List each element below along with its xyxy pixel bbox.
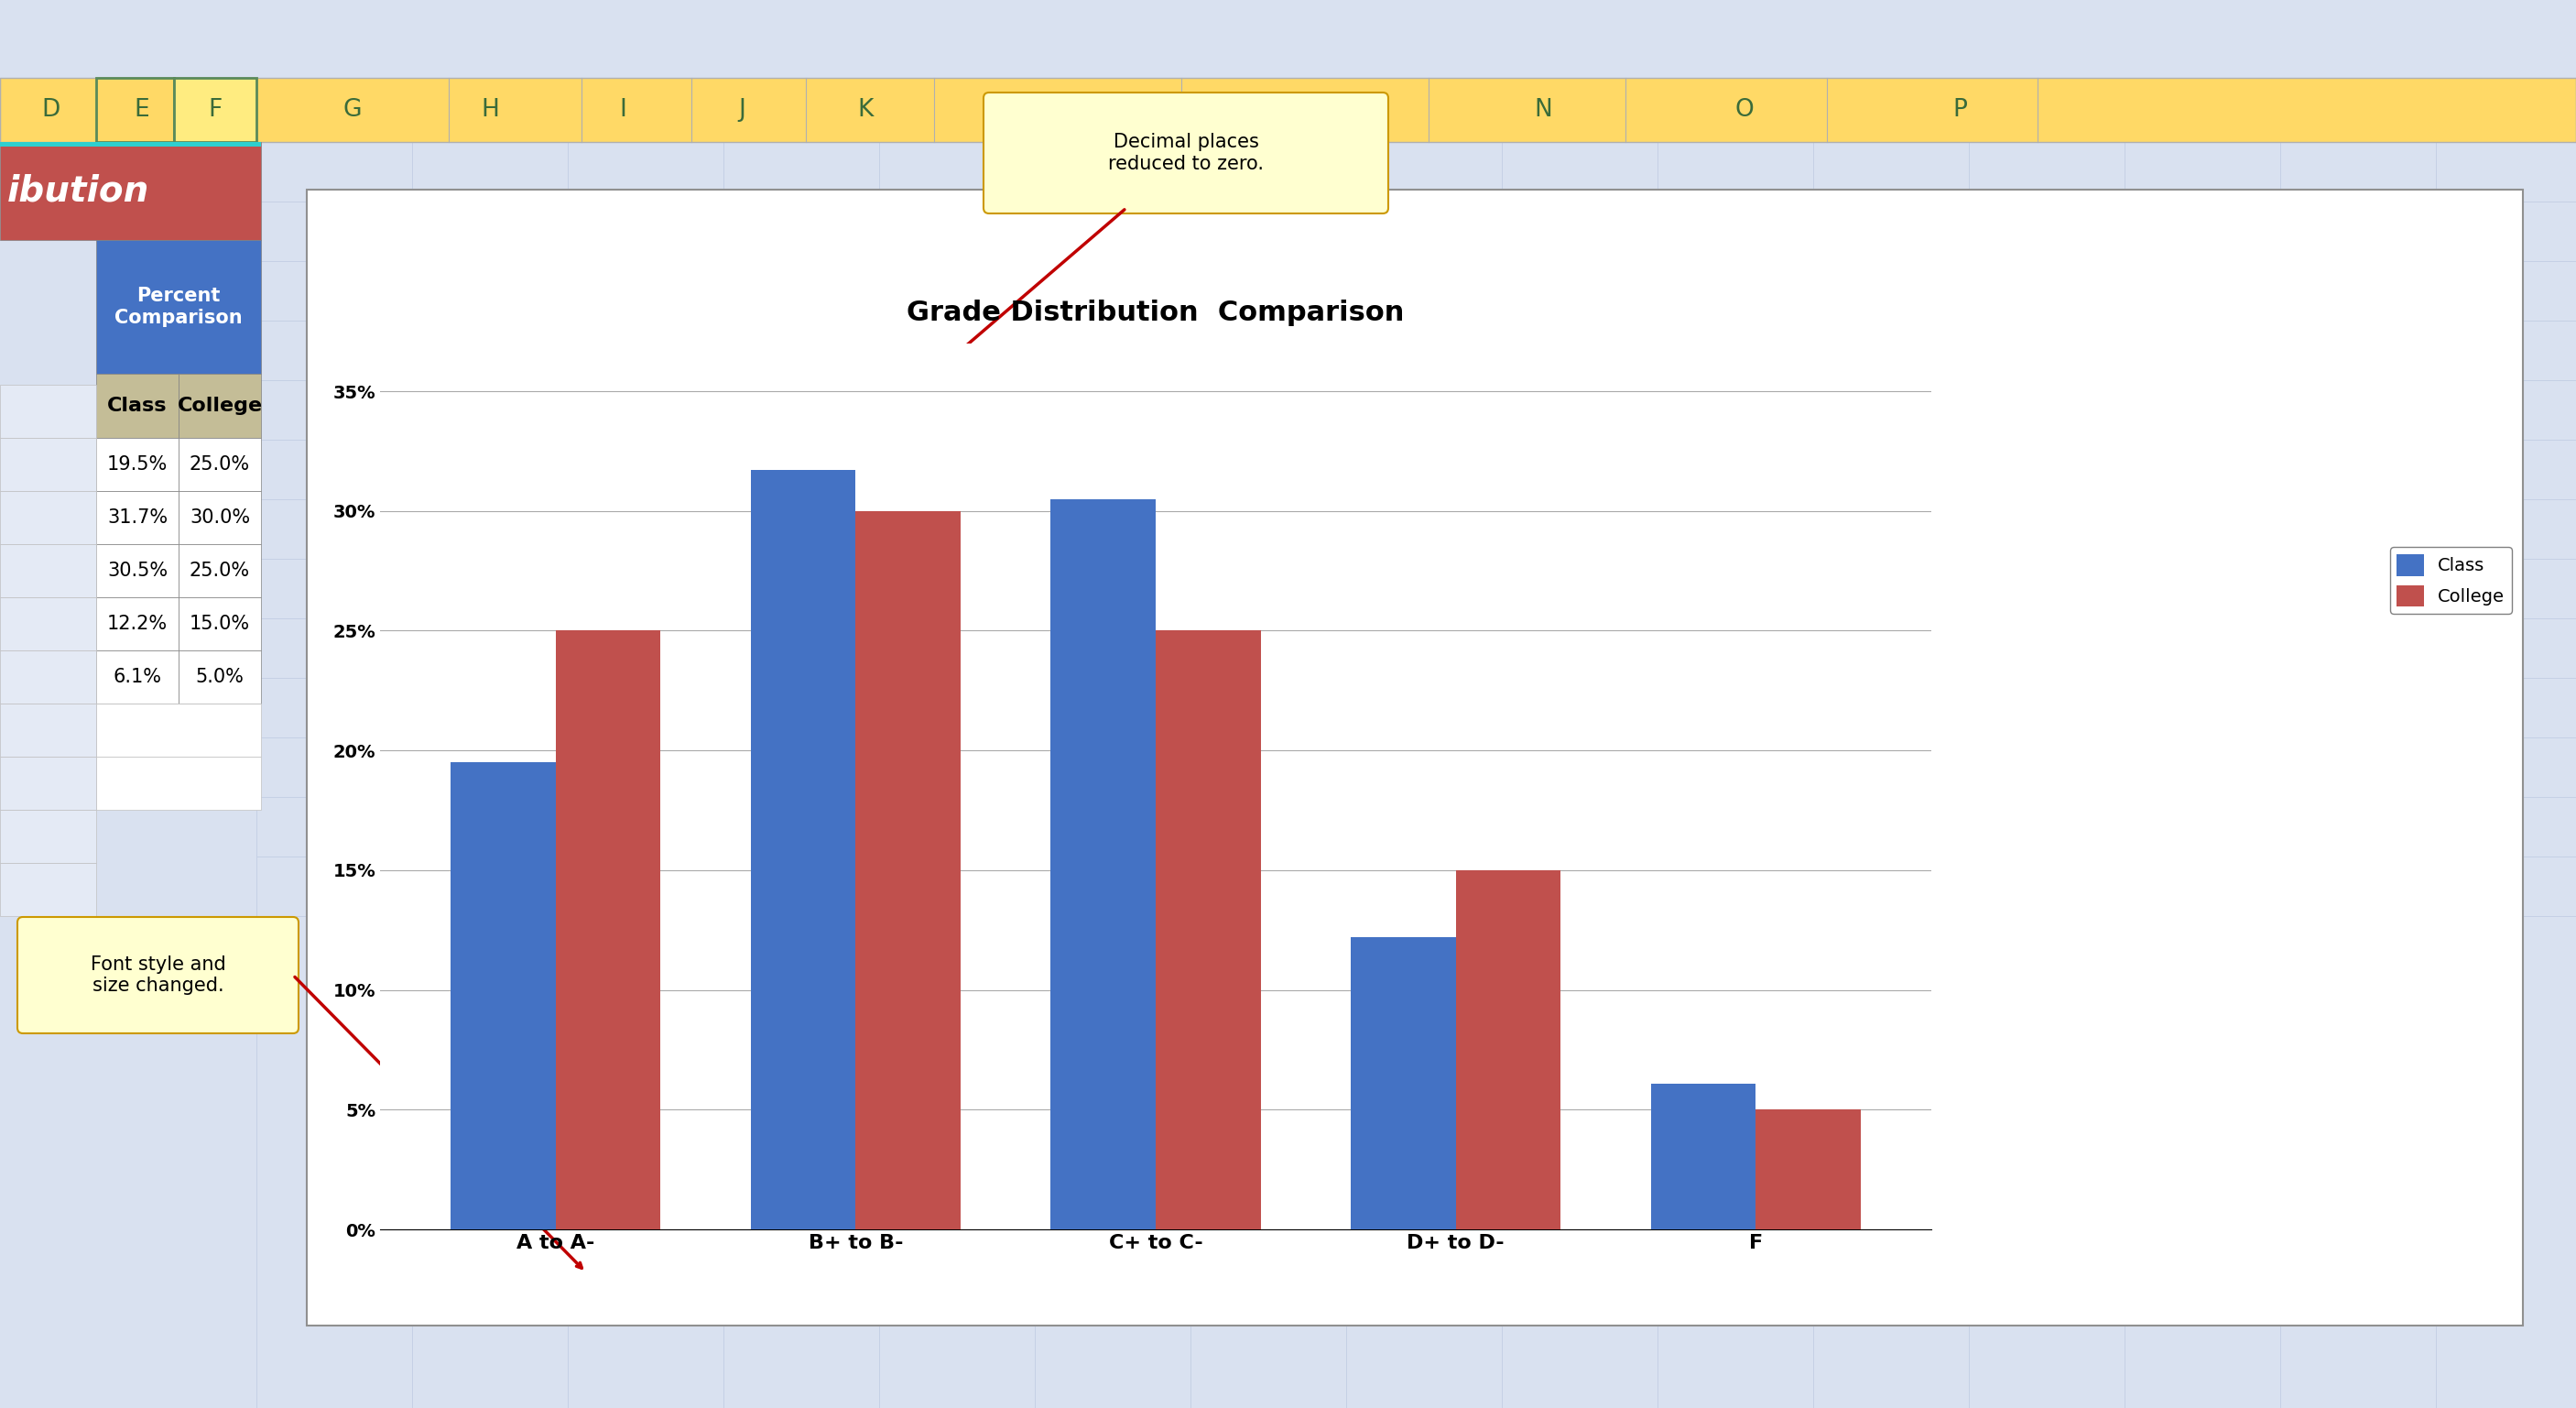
Text: 19.5%: 19.5% (108, 455, 167, 473)
Bar (1651, 1083, 1757, 1229)
Text: D: D (41, 99, 59, 122)
Bar (178, 597, 260, 650)
Text: O: O (1736, 99, 1754, 122)
Bar (0, 704, 95, 756)
Text: K: K (858, 99, 873, 122)
Bar (95, 373, 178, 438)
Text: 12.2%: 12.2% (108, 615, 167, 634)
Text: N: N (1533, 99, 1553, 122)
Bar (178, 543, 260, 597)
Bar (750, 470, 855, 1229)
Bar (95, 756, 260, 810)
Text: I: I (618, 99, 626, 122)
Bar (1455, 870, 1561, 1229)
Bar (0, 491, 95, 543)
Text: ibution: ibution (8, 173, 149, 208)
Text: 25.0%: 25.0% (191, 562, 250, 580)
Bar (0, 77, 2576, 142)
Bar (1350, 938, 1455, 1229)
Bar (1157, 631, 1260, 1229)
Text: College: College (178, 397, 263, 415)
Bar (556, 631, 659, 1229)
Bar (0, 650, 95, 704)
Bar (1757, 1110, 1860, 1229)
Bar (0, 863, 95, 917)
Bar (1051, 498, 1157, 1229)
Bar (178, 650, 260, 704)
Bar (178, 373, 260, 438)
Text: F: F (209, 99, 222, 122)
Text: E: E (134, 99, 149, 122)
FancyBboxPatch shape (984, 93, 1388, 214)
Bar (95, 543, 178, 597)
Bar (307, 190, 2522, 1325)
Legend: Class, College: Class, College (2391, 548, 2512, 614)
Bar (95, 239, 260, 373)
Bar (95, 77, 175, 142)
Bar (95, 704, 260, 756)
Text: 30.0%: 30.0% (191, 508, 250, 527)
Bar (0, 438, 95, 491)
Bar (0, 543, 95, 597)
Text: 15.0%: 15.0% (191, 615, 250, 634)
Bar (0, 756, 95, 810)
Bar (0, 142, 260, 239)
Text: G: G (343, 99, 363, 122)
Text: 6.1%: 6.1% (113, 667, 162, 686)
Text: P: P (1953, 99, 1968, 122)
Text: Decimal places
reduced to zero.: Decimal places reduced to zero. (1108, 134, 1265, 173)
Title: Grade Distribution  Comparison: Grade Distribution Comparison (907, 300, 1404, 325)
Bar (95, 438, 178, 491)
Bar (95, 491, 178, 543)
Text: 5.0%: 5.0% (196, 667, 245, 686)
Text: J: J (739, 99, 744, 122)
Text: Class: Class (108, 397, 167, 415)
Bar (855, 511, 961, 1229)
Bar (95, 650, 178, 704)
Bar (178, 438, 260, 491)
Bar (0, 142, 260, 146)
Bar (0, 810, 95, 863)
Text: 31.7%: 31.7% (108, 508, 167, 527)
FancyBboxPatch shape (18, 917, 299, 1033)
Bar (175, 77, 258, 142)
Text: M: M (1337, 99, 1358, 122)
Bar (178, 491, 260, 543)
Bar (0, 384, 95, 438)
Text: 30.5%: 30.5% (108, 562, 167, 580)
Text: 25.0%: 25.0% (191, 455, 250, 473)
Text: H: H (482, 99, 500, 122)
Text: L: L (1103, 99, 1115, 122)
Text: Font style and
size changed.: Font style and size changed. (90, 956, 227, 995)
Bar (451, 762, 556, 1229)
Bar (0, 597, 95, 650)
Text: Percent
Comparison: Percent Comparison (116, 287, 242, 327)
Bar (95, 597, 178, 650)
